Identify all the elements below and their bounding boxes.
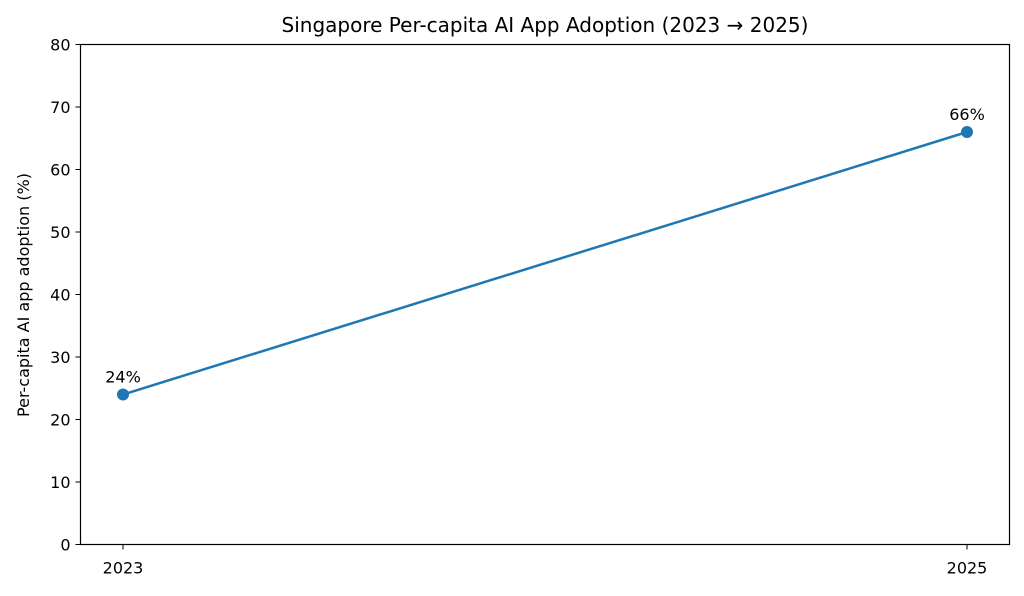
y-tick-label: 0 [60,536,70,555]
y-tick-label: 80 [50,36,70,55]
y-axis-label: Per-capita AI app adoption (%) [14,173,33,417]
x-tick-label: 2025 [947,559,988,578]
data-point [117,388,129,401]
data-label: 66% [949,105,985,124]
y-tick-label: 60 [50,161,70,180]
y-tick-label: 70 [50,98,70,117]
x-tick-label: 2023 [103,559,144,578]
data-label: 24% [105,368,141,387]
data-point [961,126,973,138]
chart-title: Singapore Per-capita AI App Adoption (20… [282,13,809,37]
y-tick-label: 30 [50,348,70,367]
y-tick-label: 10 [50,473,70,492]
plot-frame [79,43,1011,546]
y-tick-label: 40 [50,286,70,305]
series-line [122,130,968,396]
y-tick-label: 50 [50,223,70,242]
y-tick-label: 20 [50,411,70,430]
